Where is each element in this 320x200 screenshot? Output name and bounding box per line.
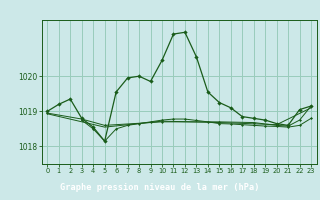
Text: Graphe pression niveau de la mer (hPa): Graphe pression niveau de la mer (hPa) — [60, 183, 260, 192]
